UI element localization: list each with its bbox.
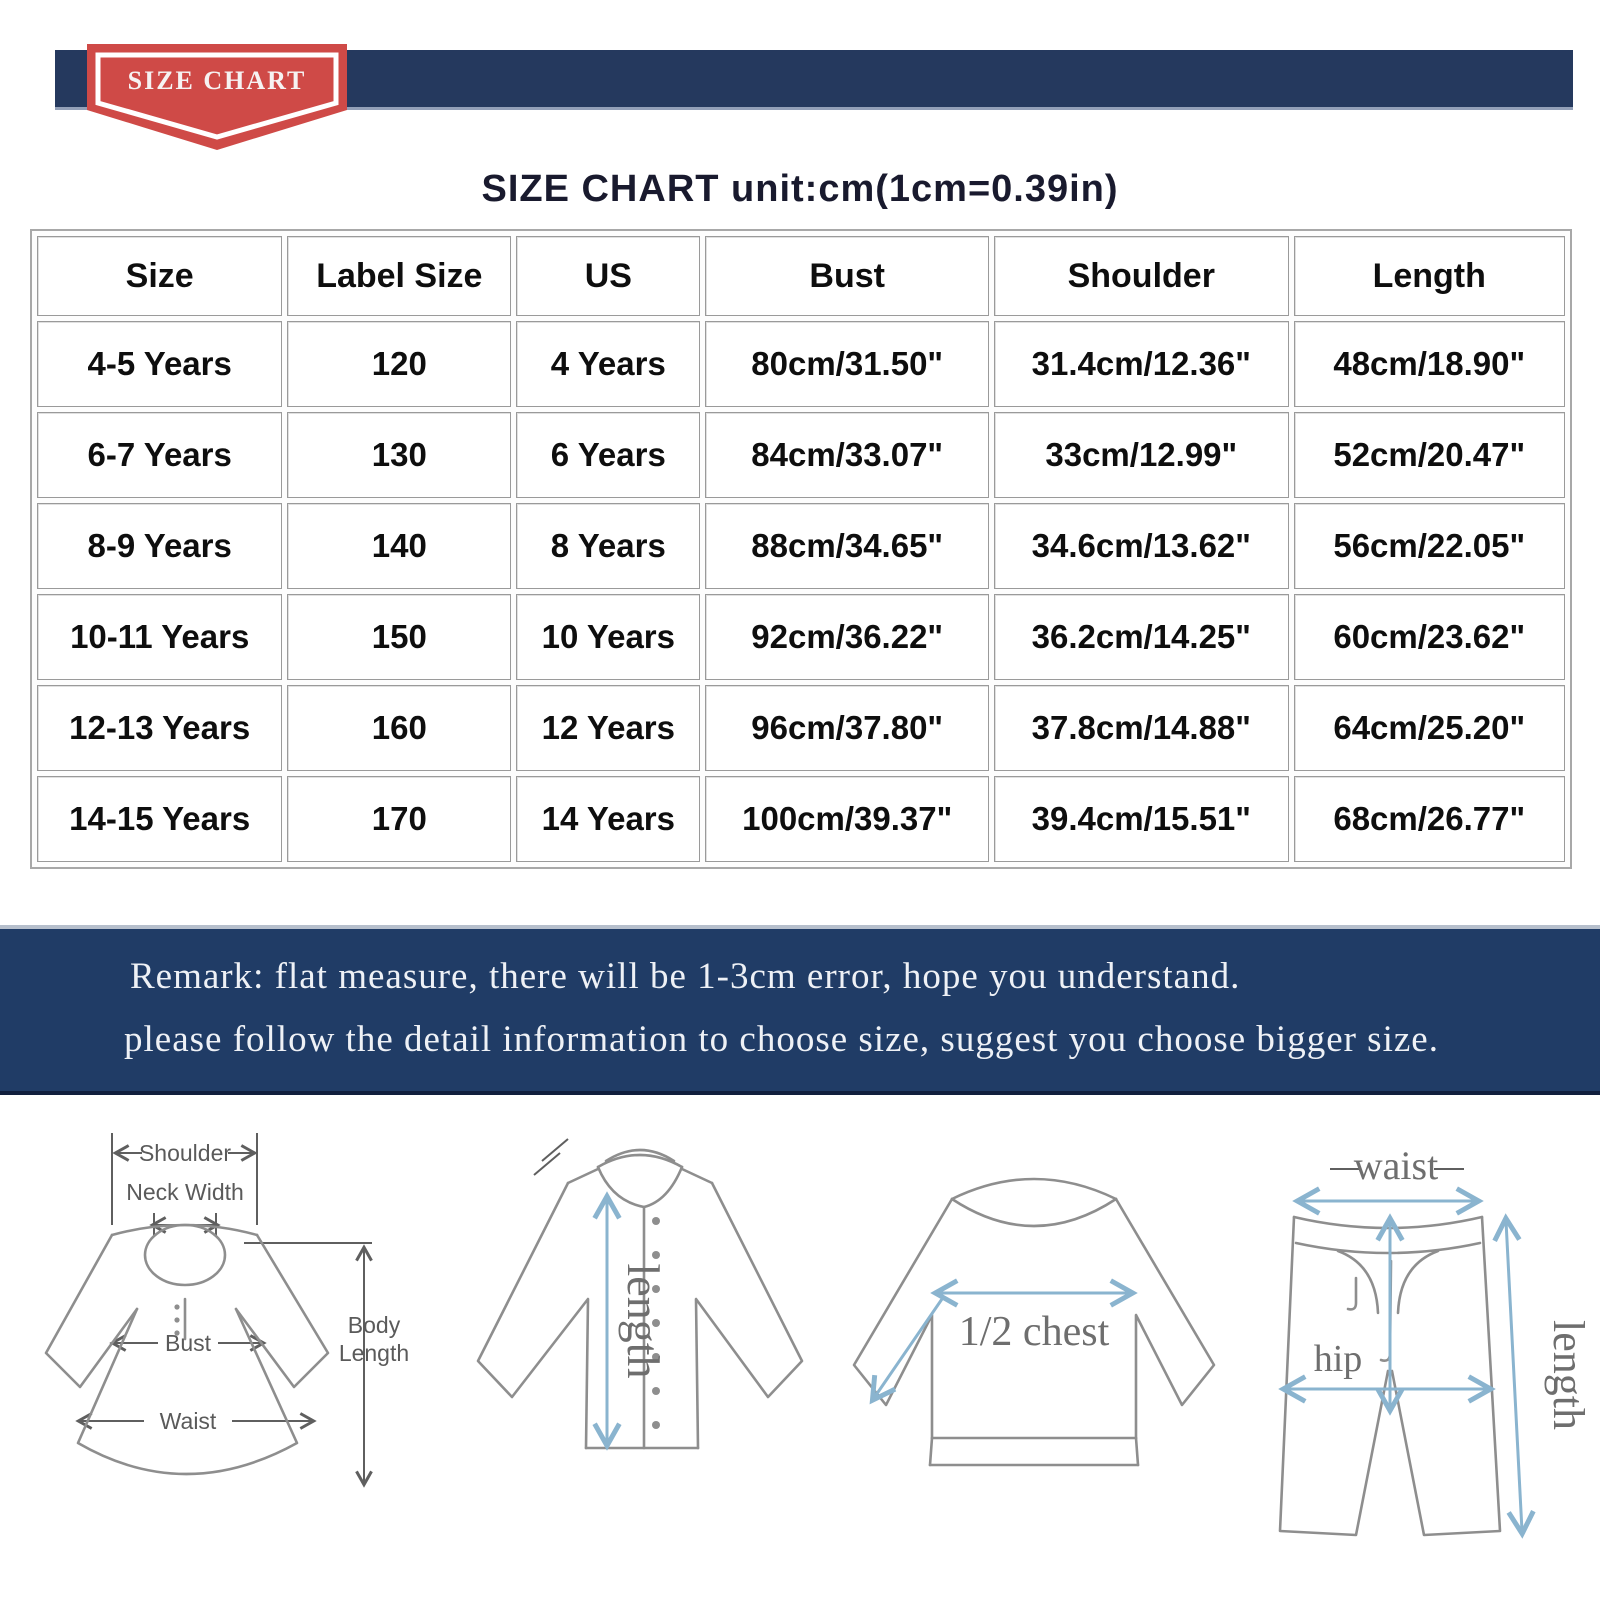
table-header-row: Size Label Size US Bust Shoulder Length	[37, 236, 1565, 316]
cell-bust: 84cm/33.07"	[705, 412, 990, 498]
sweater-chest-diagram: 1/2 chest	[852, 1177, 1216, 1467]
table-row: 12-13 Years 160 12 Years 96cm/37.80" 37.…	[37, 685, 1565, 771]
shirt-length-label: length	[618, 1264, 669, 1379]
col-header-shoulder: Shoulder	[994, 236, 1289, 316]
cell-label-size: 140	[287, 503, 512, 589]
cell-length: 64cm/25.20"	[1293, 685, 1565, 771]
pants-waist-label: waist	[1354, 1143, 1438, 1188]
cell-size: 8-9 Years	[37, 503, 283, 589]
cell-size: 14-15 Years	[37, 776, 283, 862]
cell-us: 4 Years	[516, 321, 701, 407]
cell-bust: 88cm/34.65"	[705, 503, 990, 589]
ribbon-shape	[87, 44, 347, 150]
cell-size: 10-11 Years	[37, 594, 283, 680]
cell-length: 60cm/23.62"	[1293, 594, 1565, 680]
ribbon-label: SIZE CHART	[128, 66, 307, 95]
cell-label-size: 160	[287, 685, 512, 771]
cell-shoulder: 33cm/12.99"	[994, 412, 1289, 498]
cell-us: 14 Years	[516, 776, 701, 862]
dress-body-length-label-2: Length	[339, 1340, 409, 1366]
cell-length: 56cm/22.05"	[1293, 503, 1565, 589]
cell-us: 10 Years	[516, 594, 701, 680]
cell-label-size: 130	[287, 412, 512, 498]
dress-waist-label: Waist	[160, 1408, 217, 1434]
ribbon-icon: SIZE CHART	[87, 44, 347, 150]
cell-size: 4-5 Years	[37, 321, 283, 407]
cell-label-size: 170	[287, 776, 512, 862]
dress-neck-width-label: Neck Width	[126, 1179, 244, 1205]
table-row: 14-15 Years 170 14 Years 100cm/39.37" 39…	[37, 776, 1565, 862]
cell-bust: 96cm/37.80"	[705, 685, 990, 771]
size-chart-page: SIZE CHART SIZE CHART unit:cm(1cm=0.39in…	[0, 0, 1600, 1543]
dress-bust-label: Bust	[165, 1330, 212, 1356]
cell-bust: 92cm/36.22"	[705, 594, 990, 680]
ribbon-inner-border	[95, 52, 339, 140]
cell-size: 6-7 Years	[37, 412, 283, 498]
col-header-size: Size	[37, 236, 283, 316]
sweater-outline	[852, 1177, 1216, 1467]
cell-bust: 100cm/39.37"	[705, 776, 990, 862]
dress-outline	[44, 1223, 330, 1476]
measurement-diagrams: Shoulder Neck Width Bust Waist Body Leng…	[0, 1095, 1600, 1543]
sweater-sleeve-arrow	[869, 1297, 944, 1405]
cell-bust: 80cm/31.50"	[705, 321, 990, 407]
shirt-outline	[476, 1138, 804, 1450]
table-row: 6-7 Years 130 6 Years 84cm/33.07" 33cm/1…	[37, 412, 1565, 498]
cell-shoulder: 39.4cm/15.51"	[994, 776, 1289, 862]
col-header-label-size: Label Size	[287, 236, 512, 316]
remark-line-1: Remark: flat measure, there will be 1-3c…	[130, 956, 1241, 997]
cell-us: 8 Years	[516, 503, 701, 589]
col-header-bust: Bust	[705, 236, 990, 316]
pants-measure-diagram: waist hip length	[1278, 1143, 1588, 1539]
size-table: Size Label Size US Bust Shoulder Length …	[30, 229, 1572, 869]
shirt-length-diagram: length	[476, 1138, 804, 1451]
page-title: SIZE CHART unit:cm(1cm=0.39in)	[481, 168, 1119, 210]
remark-band: Remark: flat measure, there will be 1-3c…	[0, 925, 1600, 1095]
dress-shoulder-label: Shoulder	[139, 1140, 231, 1166]
cell-length: 68cm/26.77"	[1293, 776, 1565, 862]
cell-shoulder: 37.8cm/14.88"	[994, 685, 1289, 771]
table-row: 4-5 Years 120 4 Years 80cm/31.50" 31.4cm…	[37, 321, 1565, 407]
dress-measure-diagram: Shoulder Neck Width Bust Waist Body Leng…	[44, 1133, 409, 1488]
cell-us: 12 Years	[516, 685, 701, 771]
pants-hip-label: hip	[1314, 1338, 1363, 1380]
banner: SIZE CHART	[0, 0, 1600, 162]
cell-length: 52cm/20.47"	[1293, 412, 1565, 498]
cell-us: 6 Years	[516, 412, 701, 498]
col-header-length: Length	[1293, 236, 1565, 316]
cell-size: 12-13 Years	[37, 685, 283, 771]
cell-length: 48cm/18.90"	[1293, 321, 1565, 407]
remark-line-2: please follow the detail information to …	[124, 1019, 1439, 1060]
sweater-half-chest-label: 1/2 chest	[959, 1309, 1110, 1355]
cell-label-size: 150	[287, 594, 512, 680]
pants-length-label: length	[1544, 1320, 1588, 1430]
cell-shoulder: 34.6cm/13.62"	[994, 503, 1289, 589]
dress-body-length-label-1: Body	[348, 1312, 401, 1338]
cell-shoulder: 31.4cm/12.36"	[994, 321, 1289, 407]
col-header-us: US	[516, 236, 701, 316]
cell-shoulder: 36.2cm/14.25"	[994, 594, 1289, 680]
pants-length-arrow	[1492, 1213, 1536, 1539]
size-chart-ribbon: SIZE CHART	[87, 44, 347, 150]
table-row: 8-9 Years 140 8 Years 88cm/34.65" 34.6cm…	[37, 503, 1565, 589]
cell-label-size: 120	[287, 321, 512, 407]
dress-measure-marks	[75, 1133, 373, 1488]
table-row: 10-11 Years 150 10 Years 92cm/36.22" 36.…	[37, 594, 1565, 680]
